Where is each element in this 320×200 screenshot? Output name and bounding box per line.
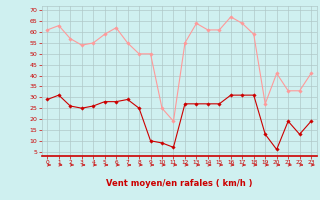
Text: Vent moyen/en rafales ( km/h ): Vent moyen/en rafales ( km/h ) bbox=[106, 179, 252, 188]
